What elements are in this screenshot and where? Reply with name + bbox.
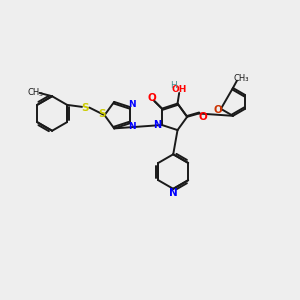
Text: O: O [213,104,222,115]
Text: CH₃: CH₃ [233,74,249,82]
Text: H: H [170,81,177,90]
Text: S: S [98,109,106,119]
Text: N: N [128,122,136,130]
Text: 3: 3 [38,92,42,97]
Text: OH: OH [172,85,187,94]
Text: N: N [153,120,161,130]
Text: N: N [169,188,178,198]
Text: N: N [128,100,136,109]
Text: CH: CH [27,88,40,97]
Text: S: S [82,103,89,112]
Text: O: O [198,112,207,122]
Text: O: O [148,93,156,103]
